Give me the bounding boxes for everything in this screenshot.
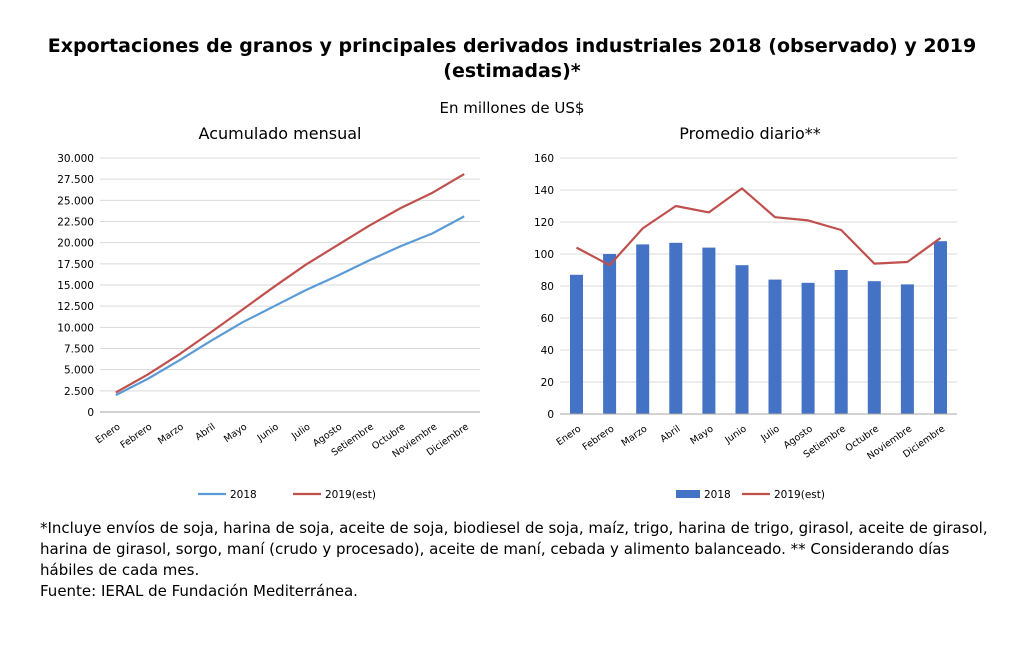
left-x-tick-label: Junio [255,421,281,444]
right-panel-title: Promedio diario** [679,124,821,143]
left-y-tick-label: 15.000 [57,280,94,292]
right-x-tick-label: Junio [722,423,748,446]
right-legend-label: 2019(est) [774,489,825,501]
left-y-tick-label: 0 [87,407,94,419]
right-bar-2018 [570,274,583,414]
right-x-tick-label: Abril [658,423,682,444]
left-x-tick-label: Marzo [156,421,186,447]
right-bar-2018 [636,244,650,414]
left-y-tick-label: 25.000 [57,195,94,207]
right-bar-2018 [934,241,947,414]
charts-canvas: 0 2.500 5.000 7.500 10.000 12.500 15.000 17.500… [57,153,957,501]
left-x-tick-label: Febrero [119,421,155,451]
right-x-tick-label: Mayo [688,423,715,447]
right-bar-2018 [735,265,749,414]
left-x-tick-label: Mayo [222,421,249,445]
left-series-line-2019 [115,173,465,394]
left-y-tick-label: 7.500 [64,344,94,356]
right-y-tick-label: 80 [541,281,554,293]
left-y-tick-label: 27.500 [57,174,94,186]
right-bar-2018 [801,282,815,414]
right-y-tick-label: 40 [541,345,554,357]
footnotes: *Incluye envíos de soja, harina de soja,… [40,518,1000,602]
left-legend-label: 2018 [230,489,257,501]
right-y-tick-label: 60 [541,313,554,325]
chart-title: Exportaciones de granos y principales de… [0,34,1024,84]
right-x-tick-label: Marzo [620,423,650,449]
title-line-2: (estimadas)* [443,60,581,82]
right-y-tick-label: 120 [534,217,554,229]
right-bar-2018 [669,242,683,414]
left-y-tick-label: 5.000 [64,365,94,377]
right-y-tick-label: 20 [541,377,554,389]
right-legend-swatch-bar [676,490,700,498]
footnote-source: Fuente: IERAL de Fundación Mediterránea. [40,582,358,600]
units-subtitle: En millones de US$ [439,99,585,117]
right-y-tick-label: 0 [547,409,554,421]
left-legend-label: 2019(est) [325,489,376,501]
right-bar-2018 [867,281,881,414]
left-y-tick-label: 12.500 [57,301,94,313]
right-bar-2018 [603,254,617,414]
left-y-tick-label: 2.500 [64,386,94,398]
right-x-tick-label: Febrero [581,423,617,453]
title-line-1: Exportaciones de granos y principales de… [47,35,977,57]
right-x-tick-label: Julio [758,423,782,444]
left-x-tick-label: Abril [193,421,217,442]
right-bar-2018 [768,279,782,414]
left-y-tick-label: 10.000 [57,322,94,334]
left-series-line-2018 [115,215,465,397]
footnote-scope: *Incluye envíos de soja, harina de soja,… [40,519,988,579]
left-panel-title: Acumulado mensual [198,124,362,143]
right-series-line-2019 [575,187,942,267]
left-y-tick-label: 20.000 [57,238,94,250]
left-y-tick-label: 17.500 [57,259,94,271]
right-bar-2018 [702,247,716,414]
right-y-tick-label: 140 [534,185,554,197]
right-legend-label: 2018 [704,489,731,501]
right-y-tick-label: 160 [534,153,554,165]
left-y-tick-label: 22.500 [57,217,94,229]
right-bar-2018 [834,270,848,414]
left-x-tick-label: Julio [289,421,313,442]
right-x-tick-label: Enero [555,423,584,448]
left-y-tick-label: 30.000 [57,153,94,165]
right-bar-2018 [900,284,914,414]
right-y-tick-label: 100 [534,249,554,261]
